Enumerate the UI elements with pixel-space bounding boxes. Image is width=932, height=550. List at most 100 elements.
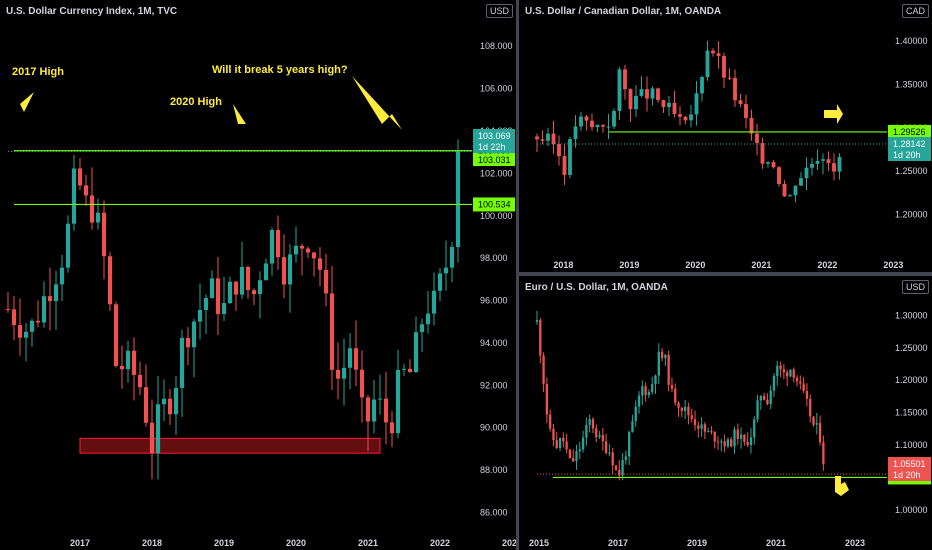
eurusd-candle-body [657,351,660,376]
dxy-chart-canvas[interactable]: 108.000106.000104.000102.000100.00098.00… [0,0,516,550]
usdcad-candle-body [650,88,655,99]
eurusd-candle-body [575,451,578,462]
eurusd-candle-body [588,419,591,426]
dxy-currency-badge[interactable]: USD [486,4,514,18]
horizontal-pane-divider[interactable] [519,272,932,276]
dxy-candle-body [191,321,197,348]
usdcad-candle-body [568,139,572,175]
usdcad-candle-body [815,160,820,164]
dxy-y-tick-label: 102.000 [480,168,513,178]
dxy-candle-body [269,229,275,264]
usdcad-candle-body [584,116,589,121]
usdcad-candle-body [683,116,688,121]
dxy-candle-body [359,369,365,398]
dxy-candle-body [419,324,425,333]
usdcad-candle-body [689,114,693,121]
eurusd-candle-body [637,395,641,407]
eurusd-x-tick-label: 2017 [608,538,628,548]
eurusd-countdown-label: 1d 20h [893,470,921,480]
eurusd-chart-panel[interactable]: 1.300001.250001.200001.150001.100001.050… [519,276,932,550]
usdcad-candle-body [667,102,671,108]
dxy-candle-body [149,422,155,454]
eurusd-candle-body [805,390,809,399]
usdcad-background [519,0,932,272]
dxy-x-tick-label: 2017 [70,538,90,548]
eurusd-candle-body [585,425,588,438]
dxy-x-tick-label: 2021 [358,538,378,548]
eurusd-candle-body [733,429,736,447]
usdcad-candle-body [826,159,831,164]
eurusd-candle-body [641,386,644,396]
eurusd-last-price-label: 1.05501 [893,459,926,469]
usdcad-candle-body [821,159,825,161]
eurusd-candle-body [634,406,637,422]
usdcad-candle-body [793,185,798,196]
dxy-chart-panel[interactable]: 108.000106.000104.000102.000100.00098.00… [0,0,516,550]
usdcad-candle-body [612,110,616,127]
eurusd-y-tick-label: 1.15000 [895,408,928,418]
usdcad-candle-body [595,124,600,128]
eurusd-chart-title: Euro / U.S. Dollar, 1M, OANDA [525,282,668,293]
dxy-countdown-label: 1d 22h [478,142,506,152]
usdcad-candle-body [782,183,787,197]
eurusd-candle-body [700,424,703,429]
usdcad-candle-body [722,55,726,78]
dxy-candle-body [443,267,449,274]
dxy-candle-body [293,245,299,255]
usdcad-level-price-tag [888,124,931,139]
eurusd-candle-body [611,452,614,466]
eurusd-candle-body [739,434,743,439]
dxy-y-tick-label: 108.000 [480,41,513,51]
dxy-candle-body [323,269,329,294]
eurusd-candle-body [703,424,707,432]
dxy-candle-body [173,387,179,415]
dxy-candle-body [377,398,383,400]
eurusd-candle-body [624,456,628,461]
dxy-candle-body [89,195,95,223]
usdcad-candle-body [733,78,737,101]
dxy-chart-title: U.S. Dollar Currency Index, 1M, TVC [6,6,178,17]
dxy-candle-body [335,369,341,379]
usdcad-candle-body [738,100,743,105]
eurusd-currency-badge[interactable]: USD [902,280,930,294]
dxy-candle-body [59,267,65,285]
usdcad-chart-panel[interactable]: 1.400001.350001.300001.250001.2000020182… [519,0,932,272]
eurusd-candle-body [799,381,802,384]
usdcad-currency-badge[interactable]: CAD [902,4,930,18]
eurusd-candle-body [618,469,621,476]
eurusd-candle-body [786,372,789,377]
vertical-pane-divider[interactable] [516,0,519,550]
eurusd-candle-body [552,428,555,441]
usdcad-candle-body [601,124,605,127]
eurusd-candle-body [545,383,549,415]
usdcad-candle-body [546,133,550,141]
usdcad-candle-body [727,77,732,79]
dxy-candle-body [257,280,263,295]
eurusd-candle-body [693,419,697,426]
usdcad-x-tick-label: 2020 [685,260,705,270]
eurusd-candle-body [809,398,812,417]
eurusd-candle-body [604,441,608,453]
dxy-candle-body [221,303,227,314]
usdcad-chart-canvas[interactable]: 1.400001.350001.300001.250001.2000020182… [519,0,932,272]
eurusd-candle-body [660,351,664,359]
eurusd-candle-body [631,421,634,432]
dxy-candle-body [347,348,353,368]
eurusd-candle-body [707,431,710,433]
dxy-candle-body [407,368,413,373]
dxy-candle-body [263,263,269,281]
dxy-candle-body [389,422,395,434]
dxy-close-tag [473,154,515,166]
dxy-candle-body [251,290,257,295]
usdcad-annotation-arrow [824,104,843,124]
dxy-candle-body [167,398,173,415]
eurusd-candle-body [535,320,539,322]
dxy-candle-body [107,256,113,305]
eurusd-chart-canvas[interactable]: 1.300001.250001.200001.150001.100001.050… [519,276,932,550]
dxy-y-tick-label: 106.000 [480,84,513,94]
usdcad-x-tick-label: 2023 [883,260,903,270]
eurusd-candle-body [651,384,654,393]
usdcad-candle-body [810,163,814,168]
usdcad-candle-body [661,100,666,108]
usdcad-candle-body [749,117,754,134]
